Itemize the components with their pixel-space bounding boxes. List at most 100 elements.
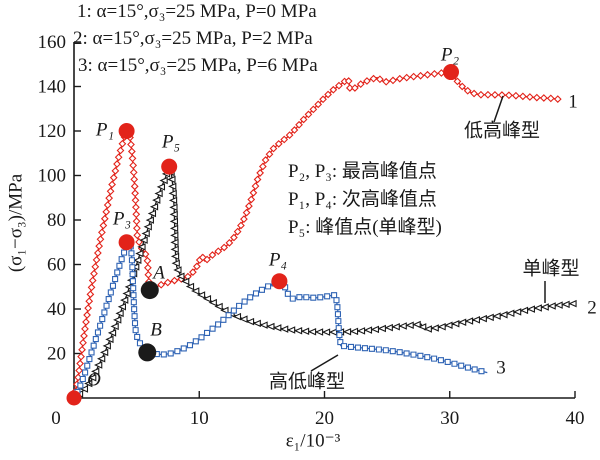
curve-2-marker-triangle (113, 316, 122, 324)
curve-3-marker-square (130, 292, 137, 299)
curve-3-marker-square (336, 332, 343, 339)
origin-tick-label: 0 (51, 408, 61, 429)
curve-1-marker-diamond (100, 214, 109, 223)
curve-1-marker-diamond (463, 86, 472, 95)
curve-2-marker-triangle (147, 209, 157, 218)
curve-2-marker-triangle (169, 210, 178, 219)
curve-3-marker-square (331, 292, 338, 299)
curve-2-marker-triangle (110, 322, 119, 331)
curve-3-marker-square (203, 329, 211, 337)
curve-1-marker-diamond (382, 77, 391, 86)
curve-1-marker-diamond (280, 135, 289, 144)
curve-2-marker-triangle (105, 335, 114, 344)
curve-2-marker-triangle (252, 319, 261, 328)
curve-1-marker-diamond (143, 256, 152, 265)
curve-1-marker-diamond (470, 89, 478, 98)
curve-1-marker-diamond (376, 75, 384, 84)
curve-1-marker-diamond (324, 90, 332, 99)
curve-2-marker-triangle (405, 321, 414, 329)
curve-3-marker-square (347, 343, 355, 351)
curve-1-marker-diamond (157, 280, 166, 289)
annotation-single-peak-type: 单峰型 (522, 258, 580, 280)
curve-2-marker-triangle (91, 367, 100, 376)
curve-3-marker-square (129, 264, 136, 271)
curve-3-marker-square (107, 289, 114, 296)
curve-2-marker-triangle (169, 217, 179, 226)
curve-3-marker-square (444, 358, 451, 365)
curve-3-marker-square (241, 298, 248, 305)
curve-2-marker-triangle (568, 299, 577, 308)
curve-1-marker-diamond (144, 270, 153, 279)
curve-1-marker-diamond (81, 325, 89, 333)
curve-2-marker-triangle (96, 354, 106, 363)
curve-1-marker-diamond (129, 168, 138, 177)
curve-3-marker-square (333, 297, 340, 304)
curve-3-marker-square (361, 345, 368, 352)
curve-1-marker-diamond (553, 95, 562, 103)
curve-2-marker-triangle (94, 361, 103, 369)
curve-3-marker-square (132, 327, 139, 334)
curve-1-marker-diamond (430, 69, 439, 78)
curve-3-marker-square (478, 368, 485, 375)
curve-1-marker-diamond (314, 100, 323, 109)
curve-2-marker-triangle (84, 379, 93, 388)
curve-2-marker-triangle (554, 301, 563, 309)
curve-1-marker-diamond (491, 90, 499, 99)
curve-1-marker-diamond (109, 173, 118, 182)
curve-1-marker-diamond (251, 182, 260, 191)
curve-1-marker-diamond (402, 73, 411, 82)
x-axis-title: ε₁/10⁻³ (285, 430, 341, 452)
curve-3-marker-square (247, 294, 254, 301)
x-tick-label: 40 (566, 408, 585, 429)
curve-2-marker-triangle (99, 348, 109, 357)
curve-1-marker-diamond (247, 195, 256, 204)
curve-3-marker-square (99, 316, 106, 323)
curve-1-marker-diamond (118, 139, 127, 148)
curve-3-marker-square (334, 304, 341, 311)
curve-1-marker-diamond (127, 147, 136, 156)
curve-3-marker-square (180, 345, 187, 352)
curve-3-marker-square (236, 302, 243, 309)
curve-3-marker-square (417, 352, 424, 359)
curve-3-marker-square (317, 294, 324, 301)
curve-3-marker-square (134, 333, 141, 341)
curve-3-marker-square (220, 316, 227, 323)
curve-1-marker-diamond (189, 268, 197, 277)
curve-3-marker-square (431, 355, 438, 362)
curve-2-marker-triangle (437, 323, 446, 331)
curve-3-marker-square (136, 340, 144, 347)
y-axis-title: (σ₁−σ₃)/MPa (5, 173, 27, 273)
curve-1-marker-diamond (249, 188, 258, 197)
curve-2-marker-triangle (167, 175, 176, 184)
curve-2-marker-triangle (512, 308, 522, 316)
curve-1-marker-diamond (84, 304, 93, 313)
curve-2-marker-triangle (208, 298, 217, 307)
curve-1-marker-diamond (409, 72, 418, 81)
curve-3-marker-square (424, 354, 431, 361)
curve-2-marker-triangle (533, 304, 542, 312)
curve-1-marker-diamond (76, 359, 84, 368)
curve-2-marker-triangle (141, 229, 150, 238)
curve-2-marker-triangle (451, 320, 460, 328)
curve-3-marker-square (198, 334, 205, 341)
key-point-P₁ (118, 123, 135, 139)
curve-2-marker-triangle (273, 324, 282, 332)
curve-3-marker-square (77, 382, 84, 389)
curve-3-marker-square (225, 312, 232, 319)
y-tick-label: 40 (47, 299, 66, 320)
curve-2-marker-triangle (526, 305, 535, 313)
curve-1-marker-diamond (304, 110, 313, 119)
curve-1-marker-diamond (83, 311, 91, 319)
curve-1-marker-diamond (116, 146, 125, 155)
curve-2-marker-triangle (133, 256, 142, 264)
curve-3-marker-square (382, 347, 389, 354)
curve-2-marker-triangle (286, 326, 296, 334)
curve-2-marker-triangle (176, 272, 185, 281)
curve-3-marker-square (335, 325, 342, 332)
curve-2-marker-triangle (181, 277, 190, 286)
curve-2-marker-triangle (154, 189, 163, 198)
curve-1-marker-diamond (106, 187, 115, 196)
curve-3-marker-square (131, 313, 138, 320)
annotation-high-low-peak-type: 高低峰型 (268, 371, 346, 393)
curve-1-marker-diamond (245, 202, 253, 210)
